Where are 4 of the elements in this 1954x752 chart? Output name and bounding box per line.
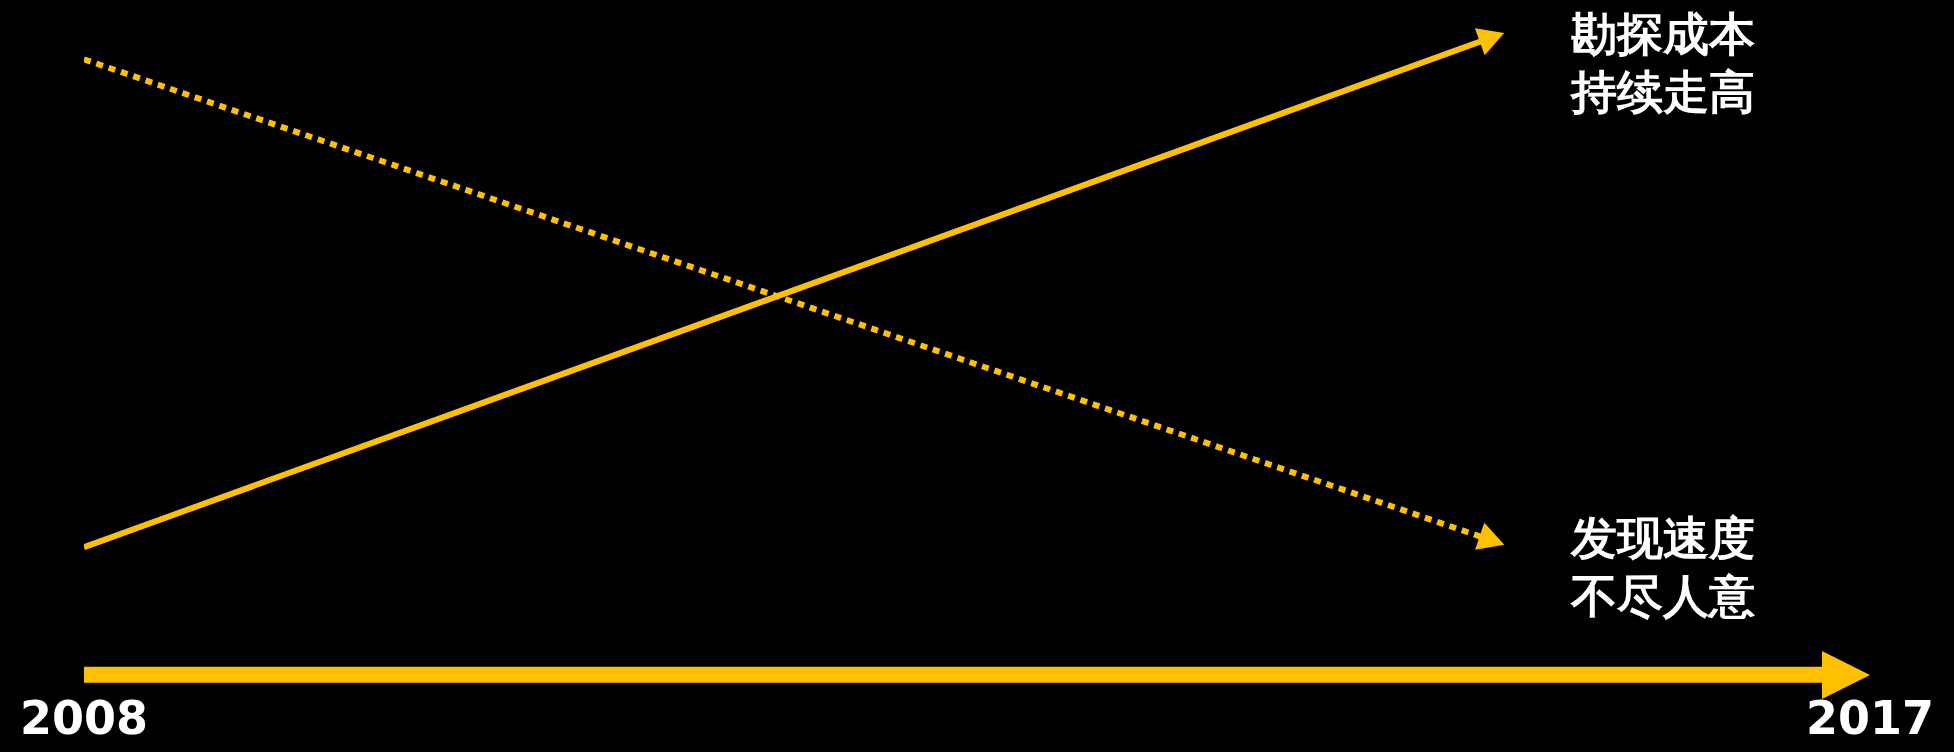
x-tick-label: 2008 [20, 691, 149, 746]
x-tick-label: 2017 [1805, 691, 1934, 746]
series-label: 发现速度不尽人意 [1569, 510, 1755, 623]
series-label: 勘探成本持续走高 [1568, 6, 1755, 119]
